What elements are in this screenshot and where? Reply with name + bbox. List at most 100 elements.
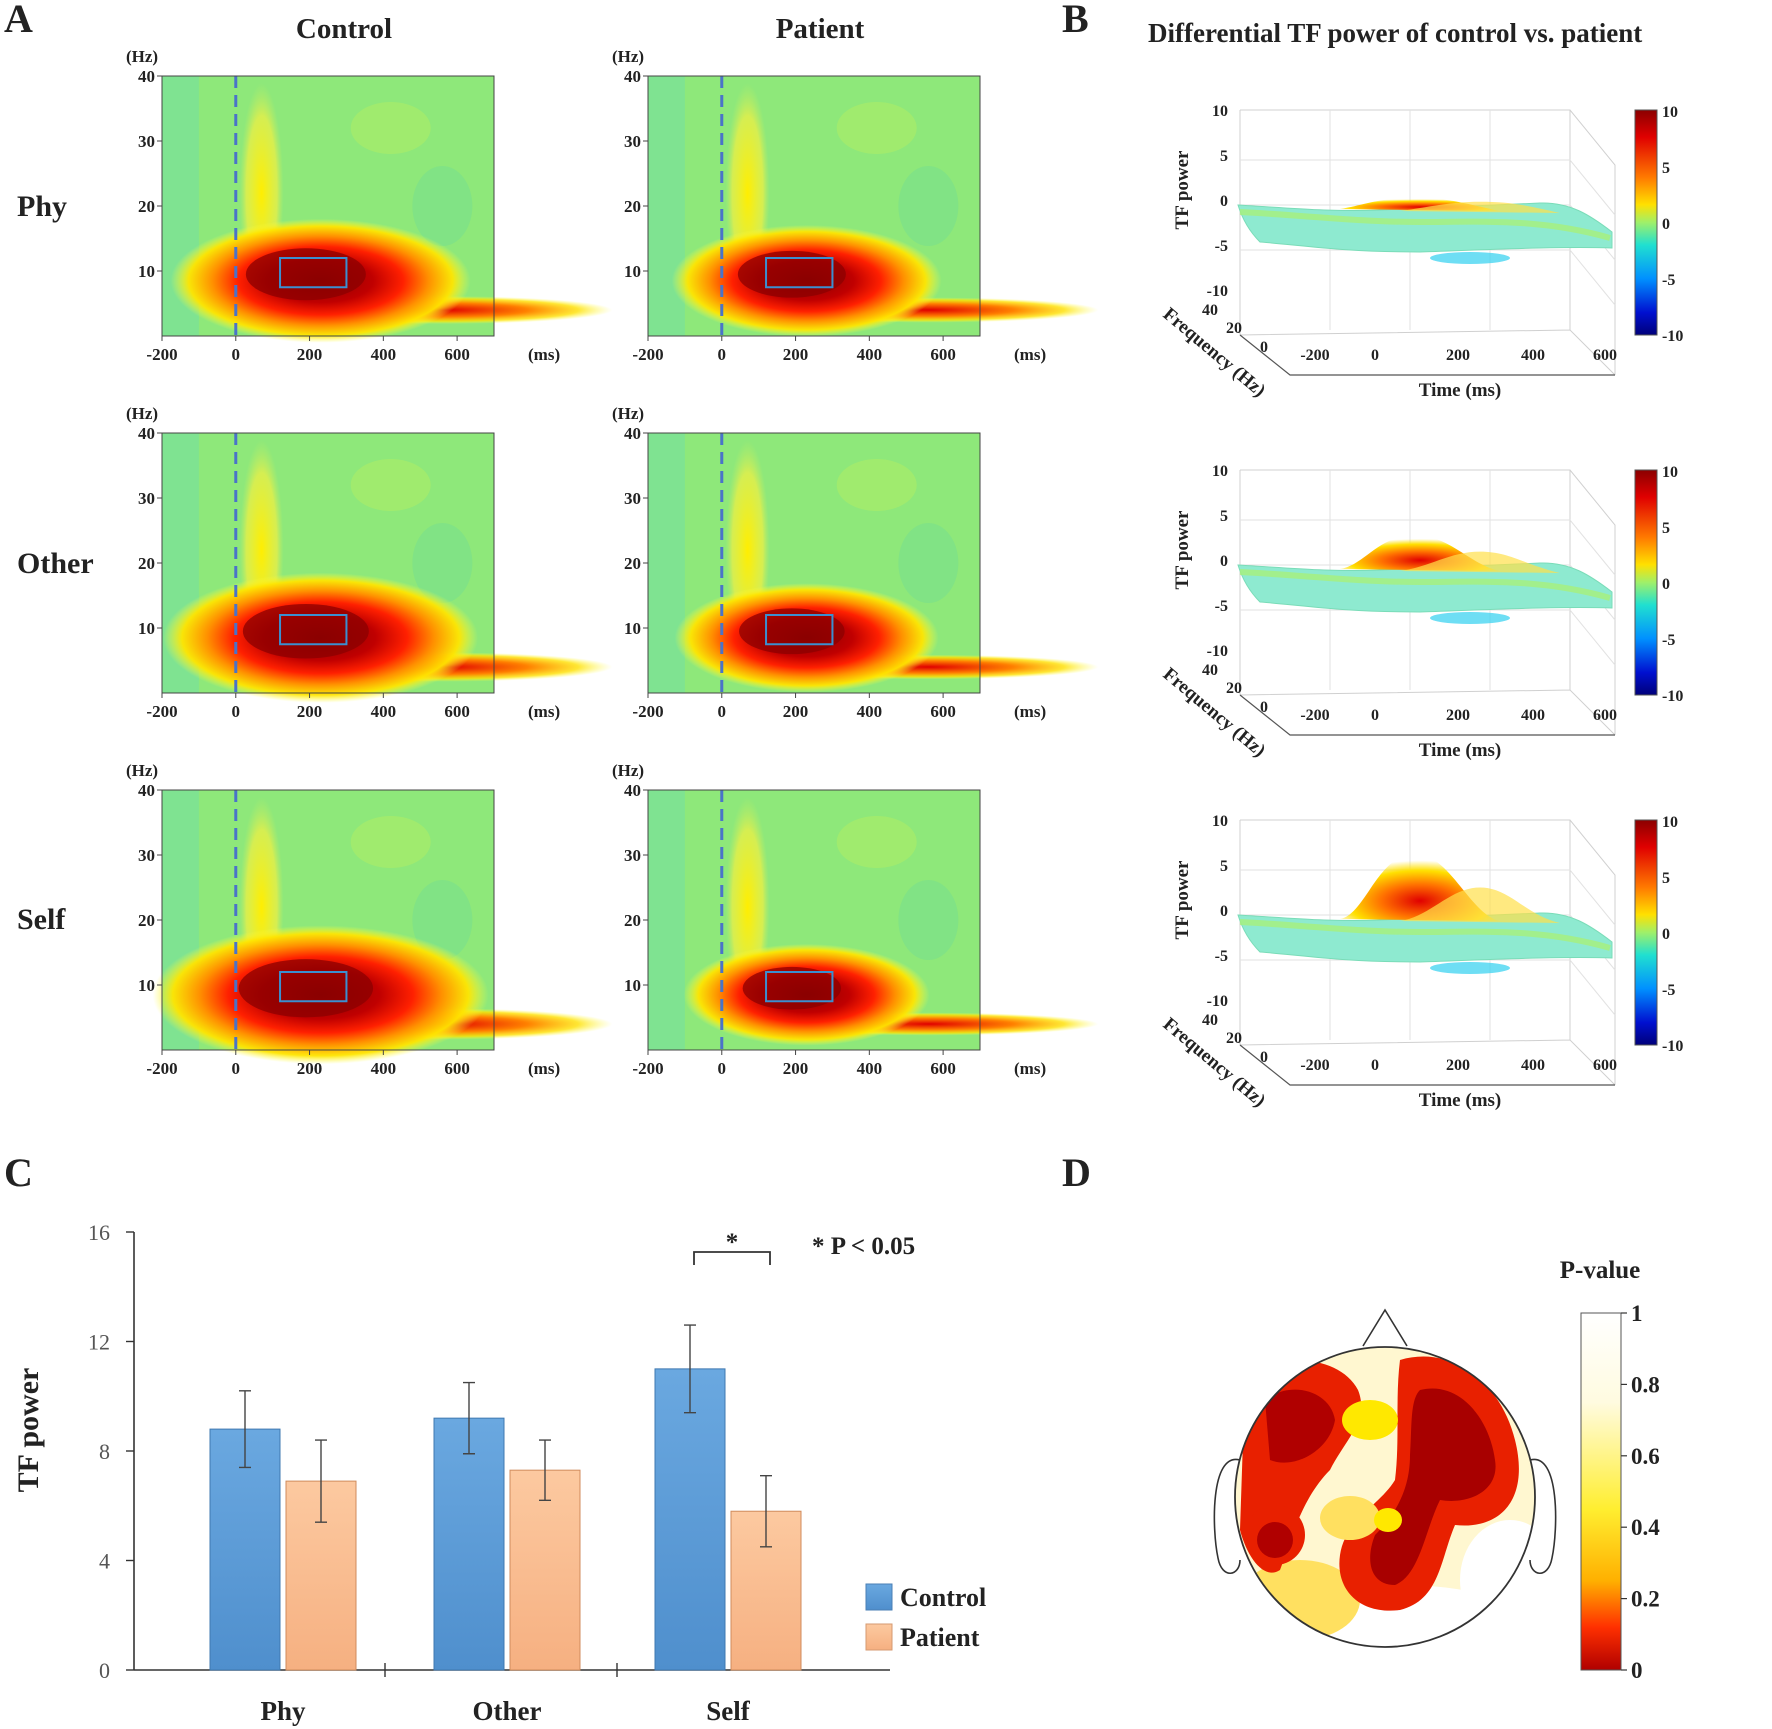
surface-secondary-bump bbox=[1400, 551, 1560, 573]
tf-x-tick-label: 400 bbox=[857, 345, 883, 364]
tf-x-tick-label: -200 bbox=[632, 1059, 663, 1078]
surface-negative-dip bbox=[1430, 612, 1510, 624]
panel-label-c: C bbox=[4, 1150, 33, 1195]
tf-y-tick-label: 30 bbox=[138, 489, 155, 508]
tf-x-tick-label: 200 bbox=[297, 1059, 323, 1078]
surface-z-tick: -10 bbox=[1207, 283, 1228, 300]
row-label-phy: Phy bbox=[17, 190, 67, 223]
surface-freq-tick: 20 bbox=[1226, 1030, 1242, 1047]
tf-map-texture bbox=[412, 880, 473, 960]
tf-y-tick-label: 10 bbox=[138, 262, 155, 281]
panel-a-tf-maps: Control Patient Phy Other Self 40 30 20 10 -… bbox=[17, 13, 1099, 1078]
tf-x-tick-label: 200 bbox=[783, 702, 809, 721]
tf-y-unit: (Hz) bbox=[612, 404, 644, 423]
tf-map-other-patient: 40 30 20 10 -200 0 200 400 600 (Hz) (ms) bbox=[612, 404, 1099, 721]
tf-x-tick-label: 400 bbox=[857, 1059, 883, 1078]
tf-map-roi-box bbox=[765, 614, 834, 646]
tf-map-texture bbox=[898, 166, 959, 246]
tf-map-roi-box bbox=[279, 971, 348, 1003]
tf-map-roi-box bbox=[765, 257, 834, 289]
surface-colorbar-tick: -5 bbox=[1662, 632, 1675, 649]
tf-y-tick-label: 20 bbox=[624, 554, 641, 573]
surface-time-tick: 200 bbox=[1446, 707, 1470, 724]
tf-y-tick-label: 20 bbox=[138, 911, 155, 930]
legend-swatch-control bbox=[865, 1583, 893, 1611]
surface-box-back bbox=[1239, 469, 1616, 736]
tf-y-unit: (Hz) bbox=[126, 761, 158, 780]
tf-x-unit: (ms) bbox=[1014, 702, 1046, 721]
tf-y-unit: (Hz) bbox=[612, 761, 644, 780]
surface-z-tick: -10 bbox=[1207, 643, 1228, 660]
surface-time-tick: 600 bbox=[1593, 347, 1617, 364]
surface-time-label: Time (ms) bbox=[1419, 1090, 1502, 1111]
error-bar-control-other bbox=[463, 1381, 475, 1455]
tf-x-tick-label: 600 bbox=[444, 702, 470, 721]
surface-freq-tick: 20 bbox=[1226, 320, 1242, 337]
tf-y-unit: (Hz) bbox=[126, 404, 158, 423]
error-bar-control-self bbox=[684, 1324, 696, 1414]
tf-y-tick-label: 40 bbox=[138, 781, 155, 800]
tf-x-tick-label: 400 bbox=[371, 345, 397, 364]
tf-y-tick-label: 40 bbox=[138, 424, 155, 443]
tf-map-power-core bbox=[245, 248, 366, 301]
bar-control-self bbox=[654, 1368, 726, 1671]
tf-y-tick-label: 30 bbox=[624, 846, 641, 865]
tf-map-power-core bbox=[737, 250, 846, 298]
tf-y-tick-label: 20 bbox=[138, 197, 155, 216]
row-label-self: Self bbox=[17, 903, 66, 936]
surface-z-tick: 0 bbox=[1220, 193, 1228, 210]
surface-negative-dip bbox=[1430, 962, 1510, 974]
p-value-tick-label: 1 bbox=[1631, 1301, 1643, 1326]
p-value-tick-label: 0.6 bbox=[1631, 1444, 1660, 1469]
panel-d-topography: P-value 1 0.8 0.6 0.4 0.2 0 bbox=[1213, 1257, 1660, 1683]
surface-floor-axes bbox=[1239, 694, 1615, 736]
surface-freq-tick: 40 bbox=[1202, 662, 1218, 679]
tf-x-tick-label: 200 bbox=[297, 345, 323, 364]
surface-time-tick: -200 bbox=[1300, 1057, 1329, 1074]
tf-map-texture bbox=[350, 459, 431, 511]
surface-freq-tick: 0 bbox=[1260, 1049, 1268, 1066]
surface-time-tick: 0 bbox=[1371, 1057, 1379, 1074]
tf-y-unit: (Hz) bbox=[612, 47, 644, 66]
surface-z-tick: 10 bbox=[1212, 813, 1228, 830]
surface-sheet-highlight bbox=[1239, 209, 1611, 241]
tf-x-tick-label: 0 bbox=[232, 345, 241, 364]
surface-colorbar bbox=[1634, 819, 1658, 1046]
tf-map-texture bbox=[836, 459, 917, 511]
head-right-ear bbox=[1529, 1458, 1557, 1575]
tf-x-tick-label: 400 bbox=[857, 702, 883, 721]
tf-x-tick-label: -200 bbox=[146, 702, 177, 721]
tf-y-tick-label: 10 bbox=[138, 619, 155, 638]
surface-colorbar-tick: -10 bbox=[1662, 688, 1683, 705]
tf-x-tick-label: 0 bbox=[718, 345, 727, 364]
tf-map-texture bbox=[350, 102, 431, 154]
tf-x-unit: (ms) bbox=[528, 702, 560, 721]
surface-colorbar-tick: 5 bbox=[1662, 160, 1670, 177]
head-nose bbox=[1362, 1308, 1408, 1347]
tf-x-tick-label: 600 bbox=[444, 345, 470, 364]
tf-y-tick-label: 20 bbox=[624, 911, 641, 930]
tf-map-roi-box bbox=[765, 971, 834, 1003]
column-title-patient: Patient bbox=[776, 13, 865, 45]
c-y-tick-label: 8 bbox=[99, 1439, 110, 1464]
surface-z-tick: 0 bbox=[1220, 553, 1228, 570]
significance-star: * bbox=[726, 1229, 739, 1256]
tf-map-self-patient: 40 30 20 10 -200 0 200 400 600 (Hz) (ms) bbox=[612, 761, 1099, 1078]
panel-c-bar-chart: TF power 0 4 8 12 16 Phy Other Self * * P < 0.0… bbox=[12, 1220, 986, 1726]
surface-z-label: TF power bbox=[1172, 860, 1193, 940]
panel-label-d: D bbox=[1062, 1150, 1091, 1195]
tf-map-power-core bbox=[238, 959, 374, 1018]
tf-x-tick-label: 200 bbox=[297, 702, 323, 721]
surface-time-tick: 600 bbox=[1593, 1057, 1617, 1074]
tf-y-tick-label: 20 bbox=[624, 197, 641, 216]
bar-series: 0 4 8 12 16 Phy Other Self bbox=[88, 1220, 802, 1726]
surface-colorbar-tick: -5 bbox=[1662, 982, 1675, 999]
surface-negative-dip bbox=[1430, 252, 1510, 264]
tf-x-tick-label: 0 bbox=[718, 1059, 727, 1078]
tf-map-other-control: 40 30 20 10 -200 0 200 400 600 (Hz) (ms) bbox=[126, 404, 613, 721]
surface-colorbar-tick: -10 bbox=[1662, 328, 1683, 345]
scalp-map bbox=[1235, 1347, 1535, 1647]
